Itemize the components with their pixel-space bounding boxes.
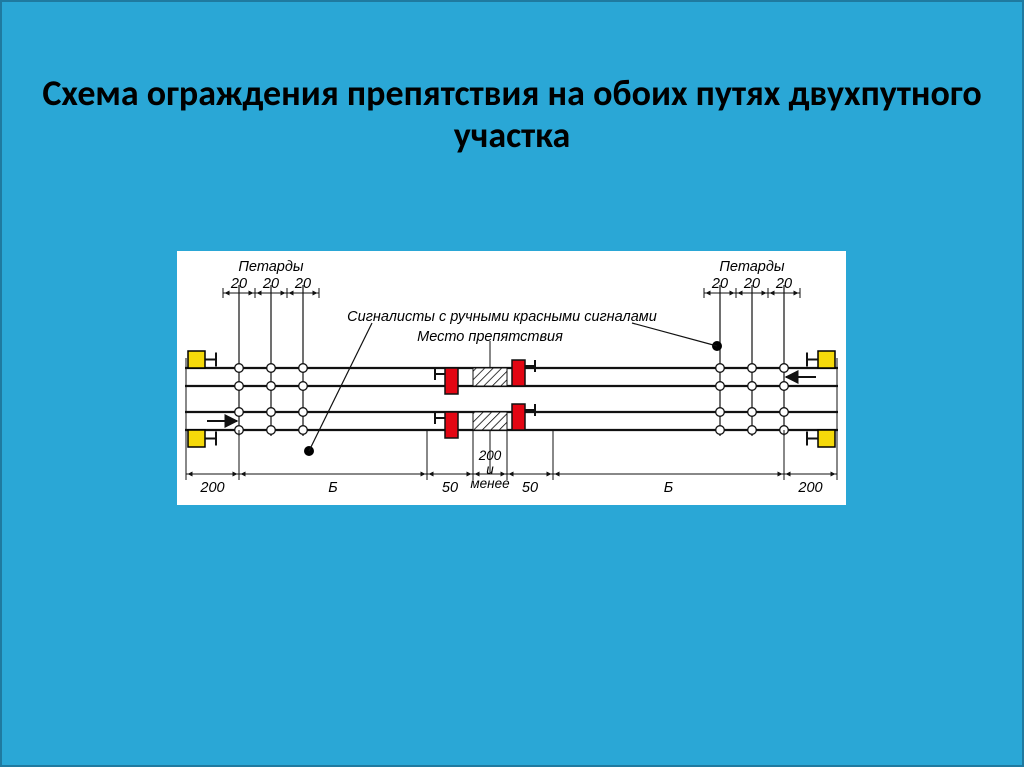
svg-text:20: 20 (230, 276, 247, 292)
slide: Схема ограждения препятствия на обоих пу… (0, 0, 1024, 767)
svg-text:20: 20 (775, 276, 792, 292)
diagram-svg: Петарды Петарды Сигналисты с ручными красн… (177, 251, 846, 505)
svg-text:200: 200 (797, 480, 822, 496)
svg-text:и: и (486, 462, 494, 477)
slide-title: Схема ограждения препятствия на обоих пу… (0, 72, 1024, 157)
svg-text:менее: менее (470, 476, 509, 491)
svg-text:20: 20 (262, 276, 279, 292)
svg-text:20: 20 (743, 276, 760, 292)
svg-text:20: 20 (294, 276, 311, 292)
svg-text:Сигналисты с ручными красными: Сигналисты с ручными красными сигналами (347, 309, 657, 325)
diagram-container: Петарды Петарды Сигналисты с ручными красн… (177, 251, 846, 505)
svg-text:Б: Б (328, 480, 337, 496)
svg-text:Петарды: Петарды (719, 259, 784, 275)
svg-text:Петарды: Петарды (238, 259, 303, 275)
svg-text:Б: Б (664, 480, 673, 496)
svg-text:200: 200 (199, 480, 224, 496)
svg-text:50: 50 (522, 480, 538, 496)
svg-text:50: 50 (442, 480, 458, 496)
svg-text:Место препятствия: Место препятствия (417, 329, 563, 345)
svg-text:20: 20 (711, 276, 728, 292)
svg-text:200: 200 (478, 448, 502, 463)
